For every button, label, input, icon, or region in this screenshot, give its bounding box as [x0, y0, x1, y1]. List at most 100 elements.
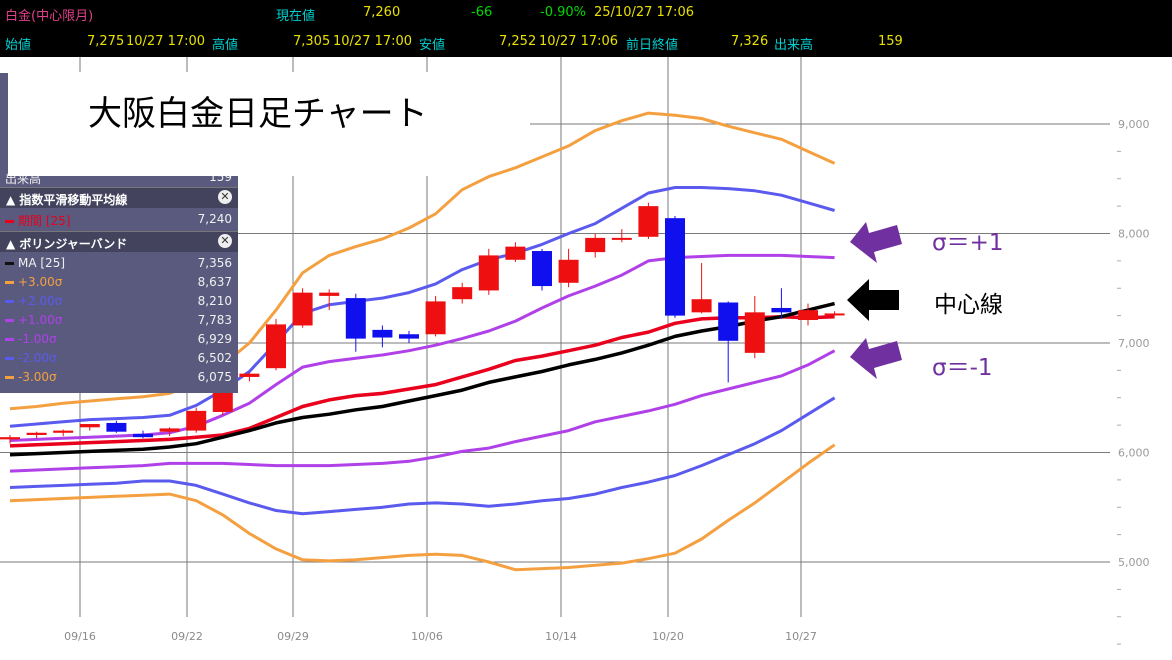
candle-body — [452, 287, 473, 300]
candle-body — [585, 237, 606, 253]
bb-row-text: -1.00σ — [18, 332, 57, 346]
candle-body — [744, 312, 765, 353]
candle-body — [505, 246, 526, 260]
candle-body — [399, 334, 419, 339]
bb-row-label: MA [25] — [5, 256, 65, 270]
candle-body — [266, 324, 286, 369]
candle-body — [638, 206, 659, 237]
bb-row-value: 8,210 — [197, 294, 232, 308]
bb-section-title: ▲ ボリンジャーバンド — [6, 237, 128, 251]
y-tick-label: 9,000 — [1118, 118, 1150, 131]
candle-body — [798, 310, 818, 321]
candle-body — [478, 255, 499, 291]
bb-row: -2.00σ 6,502 — [0, 350, 238, 366]
volume-value: 159 — [878, 34, 903, 49]
x-tick-label: 09/16 — [64, 630, 96, 643]
close-bb-icon[interactable]: ✕ — [218, 234, 232, 248]
series-line — [9, 301, 836, 457]
x-tick-label: 09/22 — [171, 630, 203, 643]
bb-row-value: 6,075 — [197, 370, 232, 384]
bb-color-swatch — [5, 262, 14, 265]
bb-row-value: 6,502 — [197, 351, 232, 365]
current-price-value: 7,260 — [363, 5, 401, 20]
candle-body — [611, 237, 632, 240]
candle-body — [425, 301, 446, 335]
bb-row: +3.00σ 8,637 — [0, 274, 238, 290]
high-label: 高値 — [212, 38, 239, 53]
x-tick-label: 10/06 — [411, 630, 443, 643]
series-line — [9, 314, 835, 448]
bb-row-label: +2.00σ — [5, 294, 62, 308]
series-line — [9, 396, 836, 516]
candle-body — [532, 251, 552, 287]
bb-row: +2.00σ 8,210 — [0, 293, 238, 309]
candle-body — [292, 292, 313, 326]
series-line — [9, 111, 836, 411]
bb-row-text: +2.00σ — [18, 294, 63, 308]
candle-body — [691, 299, 712, 313]
x-tick-label: 10/14 — [545, 630, 577, 643]
bb-row-value: 8,637 — [197, 275, 232, 289]
candle-body — [558, 259, 579, 283]
bb-row-text: +1.00σ — [18, 313, 63, 327]
candle-body — [824, 313, 845, 316]
current-price-label: 現在値 — [276, 9, 316, 24]
ema-color-swatch — [5, 220, 14, 223]
high-time: 10/27 17:00 — [333, 34, 413, 49]
bb-row-label: -3.00σ — [5, 370, 57, 384]
series-line — [9, 443, 836, 572]
chart-title: 大阪白金日足チャート — [88, 94, 428, 134]
bb-row-label: +1.00σ — [5, 313, 62, 327]
bb-color-swatch — [5, 357, 14, 360]
ema-row-label: 期間 [25] — [18, 214, 71, 228]
candlestick-chart[interactable]: 9,000 8,000 7,000 6,000 5,000 09/16 09/22 09/29… — [0, 57, 1172, 660]
open-label: 始値 — [5, 38, 32, 53]
x-tick-label: 09/29 — [277, 630, 309, 643]
x-tick-label: 10/20 — [652, 630, 684, 643]
y-tick-label: 6,000 — [1118, 447, 1150, 460]
ema-section-header[interactable]: ▲ 指数平滑移動平均線 ✕ — [0, 187, 238, 208]
bb-color-swatch — [5, 300, 14, 303]
ema-row: 期間 [25] 7,240 — [0, 211, 238, 228]
bb-row: +1.00σ 7,783 — [0, 312, 238, 328]
candle-body — [0, 437, 20, 440]
quote-header-row1: 白金(中心限月) 現在値 7,260 -66 -0.90% 25/10/27 1… — [0, 0, 1172, 27]
bb-color-swatch — [5, 376, 14, 379]
x-tick-label: 10/27 — [785, 630, 817, 643]
bb-section-header[interactable]: ▲ ボリンジャーバンド ✕ — [0, 231, 238, 252]
prev-close-value: 7,326 — [731, 34, 769, 49]
candle-body — [319, 292, 340, 296]
volume-label: 出来高 — [774, 38, 814, 53]
series-line — [9, 186, 836, 428]
candle-body — [159, 428, 180, 432]
low-time: 10/27 17:06 — [539, 34, 619, 49]
center-line-label: 中心線 — [934, 292, 1003, 318]
candle-body — [372, 329, 393, 338]
quote-datetime: 25/10/27 17:06 — [594, 5, 694, 20]
candle-body — [186, 410, 207, 431]
candle-body — [133, 433, 153, 438]
close-ema-icon[interactable]: ✕ — [218, 190, 232, 204]
candle-body — [345, 298, 366, 339]
candle-body — [26, 432, 47, 435]
candle-body — [239, 373, 260, 377]
candle-body — [53, 430, 74, 433]
bb-row-text: MA [25] — [18, 256, 66, 270]
bb-row: MA [25] 7,356 — [0, 255, 238, 271]
candle-body — [665, 218, 685, 316]
open-time: 10/27 17:00 — [126, 34, 206, 49]
bb-row: -1.00σ 6,929 — [0, 331, 238, 347]
candle-body — [79, 424, 100, 428]
bb-row-text: -2.00σ — [18, 351, 57, 365]
instrument-name[interactable]: 白金(中心限月) — [5, 9, 94, 24]
sigma-plus-label: σ＝+1 — [932, 230, 1004, 256]
candle-body — [718, 302, 739, 341]
ema-row-value: 7,240 — [197, 212, 232, 226]
candle-body — [771, 307, 792, 313]
bb-row-label: -1.00σ — [5, 332, 57, 346]
bb-row-label: +3.00σ — [5, 275, 62, 289]
quote-header-row2: 始値 7,275 10/27 17:00 高値 7,305 10/27 17:0… — [0, 29, 1172, 57]
y-tick-label: 7,000 — [1118, 337, 1150, 350]
ema-section-title: ▲ 指数平滑移動平均線 — [6, 193, 128, 207]
bb-row-label: -2.00σ — [5, 351, 57, 365]
